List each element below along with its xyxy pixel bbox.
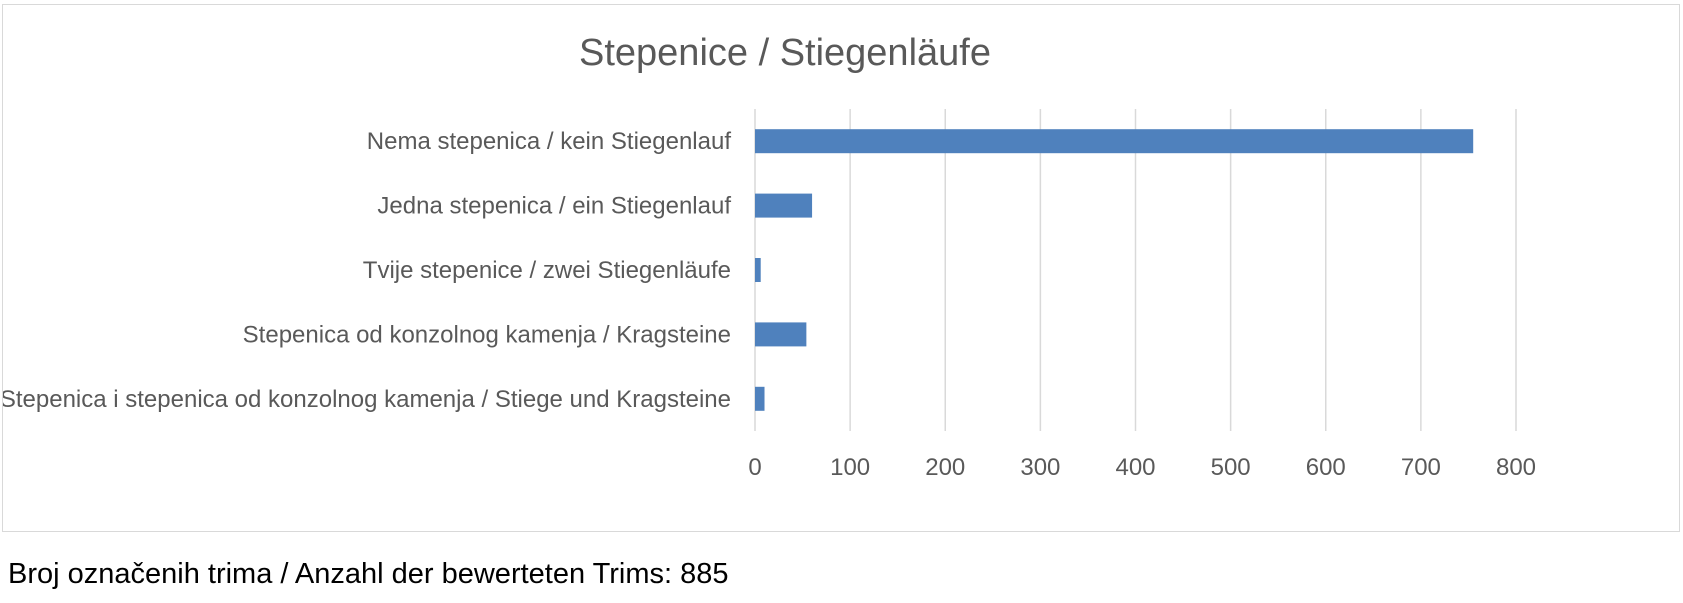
bar-chart: Stepenice / Stiegenläufe Nema stepenica … (3, 32, 1536, 481)
x-tick-label-0: 0 (748, 454, 761, 481)
chart-title: Stepenice / Stiegenläufe (579, 32, 991, 74)
x-tick-label-700: 700 (1401, 454, 1441, 481)
bar-1 (755, 129, 1474, 154)
bar-5 (755, 386, 765, 411)
bar-4 (755, 322, 807, 347)
category-labels: Nema stepenica / kein Stiegenlauf Jedna s… (3, 128, 731, 413)
x-tick-label-600: 600 (1306, 454, 1346, 481)
category-label-4: Stepenica od konzolnog kamenja / Kragste… (243, 321, 731, 348)
category-label-3: Tvije stepenice / zwei Stiegenläufe (363, 257, 731, 284)
bar-3 (755, 258, 761, 282)
gridlines (754, 109, 1517, 431)
x-axis-tick-labels: 0 100 200 300 400 500 600 700 800 (748, 454, 1536, 481)
chart-area: Stepenice / Stiegenläufe Nema stepenica … (2, 4, 1680, 532)
x-tick-label-400: 400 (1115, 454, 1155, 481)
x-tick-label-300: 300 (1020, 454, 1060, 481)
x-tick-label-500: 500 (1211, 454, 1251, 481)
x-tick-label-100: 100 (830, 454, 870, 481)
footnote-total-trims: Broj označenih trima / Anzahl der bewert… (8, 558, 729, 590)
category-label-5: Stepenica i stepenica od konzolnog kamen… (3, 386, 731, 413)
x-tick-label-200: 200 (925, 454, 965, 481)
x-tick-label-800: 800 (1496, 454, 1536, 481)
bar-2 (755, 193, 813, 218)
category-label-1: Nema stepenica / kein Stiegenlauf (367, 128, 732, 155)
bars (755, 129, 1474, 411)
category-label-2: Jedna stepenica / ein Stiegenlauf (377, 193, 731, 220)
